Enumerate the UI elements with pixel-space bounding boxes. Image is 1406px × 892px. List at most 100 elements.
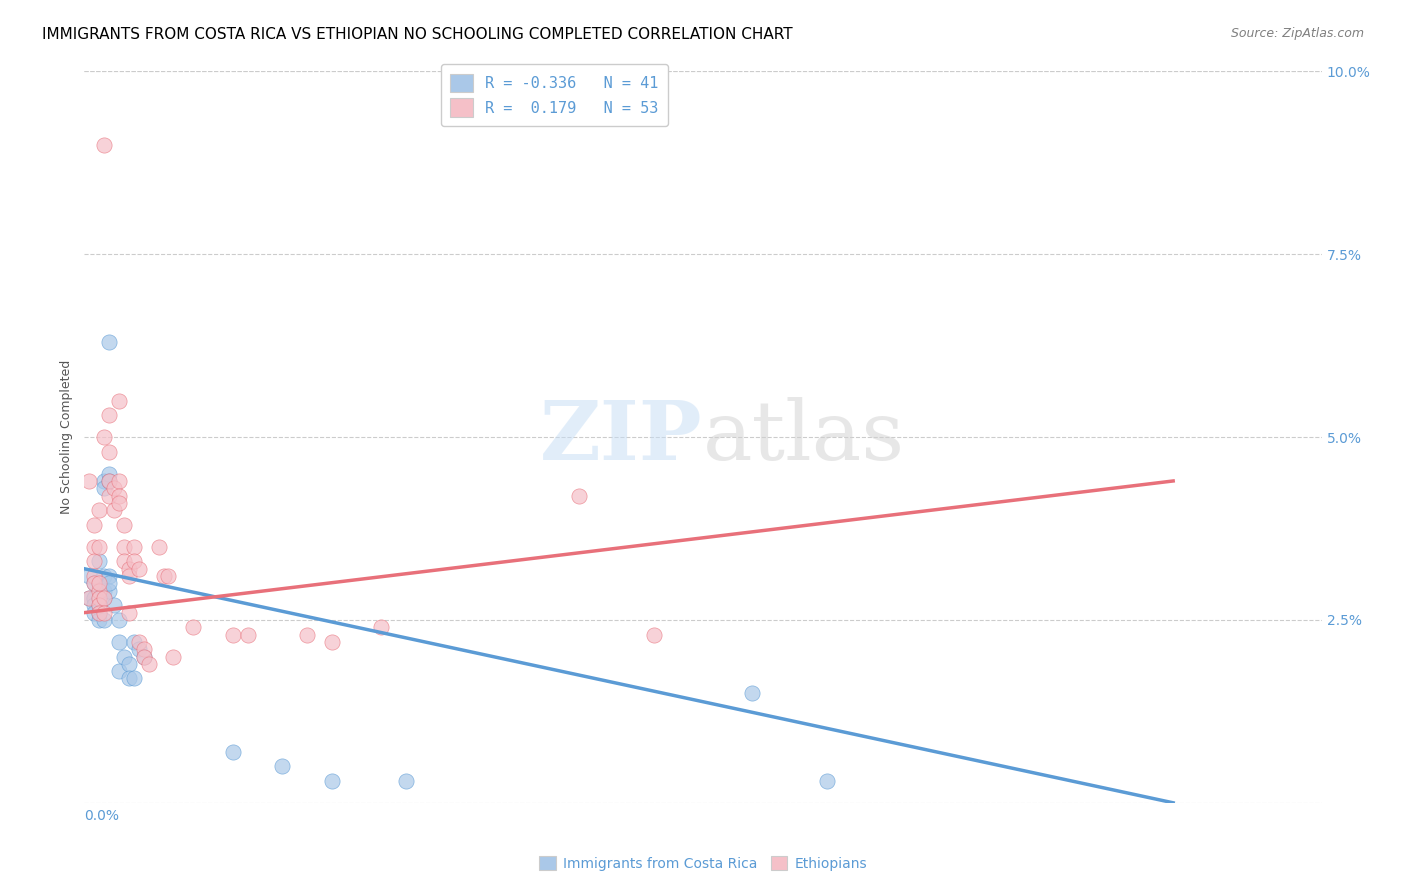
Point [122,672,145,686]
Point [128,635,150,649]
Point [98,408,121,422]
Point [98,583,121,598]
Point [222,627,245,641]
Point [103,503,125,517]
Point [93,474,115,488]
Point [98,576,121,591]
Point [89,583,111,598]
Point [643,627,665,641]
Point [83,591,105,605]
Point [162,649,184,664]
Point [83,576,105,591]
Point [93,137,115,152]
Point [98,474,121,488]
Point [83,599,105,613]
Point [93,430,115,444]
Point [98,334,121,349]
Point [236,627,259,641]
Point [89,554,111,568]
Point [132,649,155,664]
Point [138,657,160,671]
Text: ZIP: ZIP [540,397,703,477]
Point [93,481,115,495]
Point [132,649,155,664]
Point [89,540,111,554]
Point [112,554,135,568]
Text: IMMIGRANTS FROM COSTA RICA VS ETHIOPIAN NO SCHOOLING COMPLETED CORRELATION CHART: IMMIGRANTS FROM COSTA RICA VS ETHIOPIAN … [42,27,793,42]
Point [79,591,101,605]
Point [93,606,115,620]
Point [98,467,121,481]
Legend: Immigrants from Costa Rica, Ethiopians: Immigrants from Costa Rica, Ethiopians [533,850,873,876]
Point [118,606,141,620]
Point [108,635,131,649]
Point [395,773,418,788]
Text: atlas: atlas [703,397,905,477]
Point [118,657,141,671]
Point [118,562,141,576]
Text: Source: ZipAtlas.com: Source: ZipAtlas.com [1230,27,1364,40]
Point [222,745,245,759]
Point [370,620,392,634]
Point [89,591,111,605]
Point [79,474,101,488]
Point [271,759,294,773]
Point [98,489,121,503]
Point [83,540,105,554]
Point [83,606,105,620]
Point [79,569,101,583]
Point [108,474,131,488]
Point [89,613,111,627]
Point [181,620,204,634]
Point [83,517,105,532]
Point [93,583,115,598]
Point [93,569,115,583]
Point [128,562,150,576]
Point [321,635,343,649]
Point [93,591,115,605]
Point [93,591,115,605]
Point [103,481,125,495]
Point [83,569,105,583]
Point [815,773,838,788]
Point [108,613,131,627]
Text: 0.0%: 0.0% [84,809,120,822]
Point [148,540,170,554]
Point [122,554,145,568]
Point [152,569,174,583]
Point [108,393,131,408]
Point [108,489,131,503]
Point [89,576,111,591]
Point [79,591,101,605]
Point [83,554,105,568]
Point [89,503,111,517]
Point [89,606,111,620]
Point [741,686,763,700]
Point [89,599,111,613]
Point [98,474,121,488]
Point [89,576,111,591]
Point [122,540,145,554]
Point [295,627,318,641]
Y-axis label: No Schooling Completed: No Schooling Completed [59,360,73,514]
Point [89,591,111,605]
Point [321,773,343,788]
Point [157,569,180,583]
Point [89,599,111,613]
Point [122,635,145,649]
Point [118,569,141,583]
Point [128,642,150,657]
Point [103,599,125,613]
Point [89,606,111,620]
Point [118,672,141,686]
Point [112,517,135,532]
Point [112,540,135,554]
Point [108,496,131,510]
Point [568,489,591,503]
Point [83,576,105,591]
Point [98,569,121,583]
Point [108,664,131,678]
Point [132,642,155,657]
Point [93,613,115,627]
Point [98,444,121,458]
